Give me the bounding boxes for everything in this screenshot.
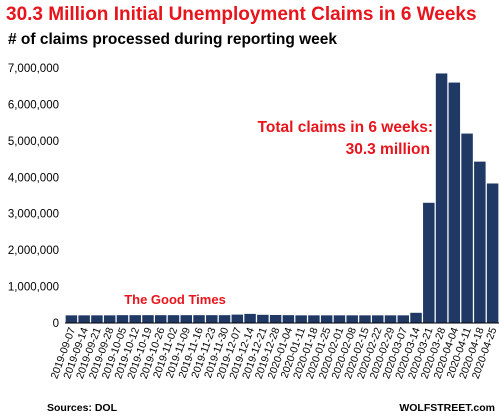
bar — [257, 314, 269, 323]
bar — [423, 202, 435, 323]
annotation-good-times: The Good Times — [124, 292, 226, 307]
bar — [91, 315, 103, 323]
bar — [231, 314, 244, 323]
y-tick-label: 4,000,000 — [8, 172, 59, 184]
y-tick-label: 6,000,000 — [8, 99, 59, 111]
bar — [359, 315, 371, 323]
y-axis: 0 1,000,000 2,000,000 3,000,000 4,000,000 5,0… — [8, 63, 59, 330]
credit-note: WOLFSTREET.com — [399, 402, 495, 414]
source-note: Sources: DOL — [47, 402, 118, 414]
bar — [154, 315, 167, 323]
bar — [269, 314, 282, 323]
bar — [167, 315, 180, 323]
bar — [282, 315, 295, 323]
bar — [103, 315, 116, 323]
bar — [333, 315, 346, 323]
bar — [129, 315, 141, 323]
annotation-total-value: 30.3 million — [346, 141, 430, 158]
bar — [142, 315, 154, 323]
y-tick-label: 2,000,000 — [8, 245, 59, 257]
bar — [397, 315, 410, 323]
bar — [218, 315, 231, 323]
y-tick-label: 5,000,000 — [8, 136, 59, 148]
y-tick-label: 1,000,000 — [8, 282, 59, 294]
bar — [320, 315, 333, 323]
bar — [384, 315, 397, 323]
bar — [65, 315, 78, 323]
bar — [295, 315, 307, 323]
bar — [371, 315, 384, 323]
chart-subtitle: # of claims processed during reporting w… — [8, 31, 338, 48]
bar — [435, 73, 448, 324]
bar — [116, 315, 129, 323]
y-tick-label: 3,000,000 — [8, 209, 59, 221]
bar — [346, 315, 358, 323]
bar — [461, 133, 473, 323]
chart-title: 30.3 Million Initial Unemployment Claims… — [6, 4, 477, 25]
bar — [244, 313, 256, 323]
bar — [308, 315, 320, 323]
bar — [410, 312, 422, 323]
y-tick-label: 7,000,000 — [8, 63, 59, 75]
x-axis: 2019-09-072019-09-142019-09-212019-09-28… — [49, 322, 499, 381]
bar — [180, 315, 193, 323]
bars — [65, 73, 499, 324]
bar — [474, 161, 486, 323]
y-tick-label: 0 — [53, 318, 59, 330]
bar — [486, 183, 499, 323]
bar — [448, 82, 461, 323]
annotation-total-claims: Total claims in 6 weeks: — [258, 119, 433, 136]
bar — [193, 315, 205, 323]
bar — [206, 315, 218, 323]
bar — [78, 315, 90, 323]
